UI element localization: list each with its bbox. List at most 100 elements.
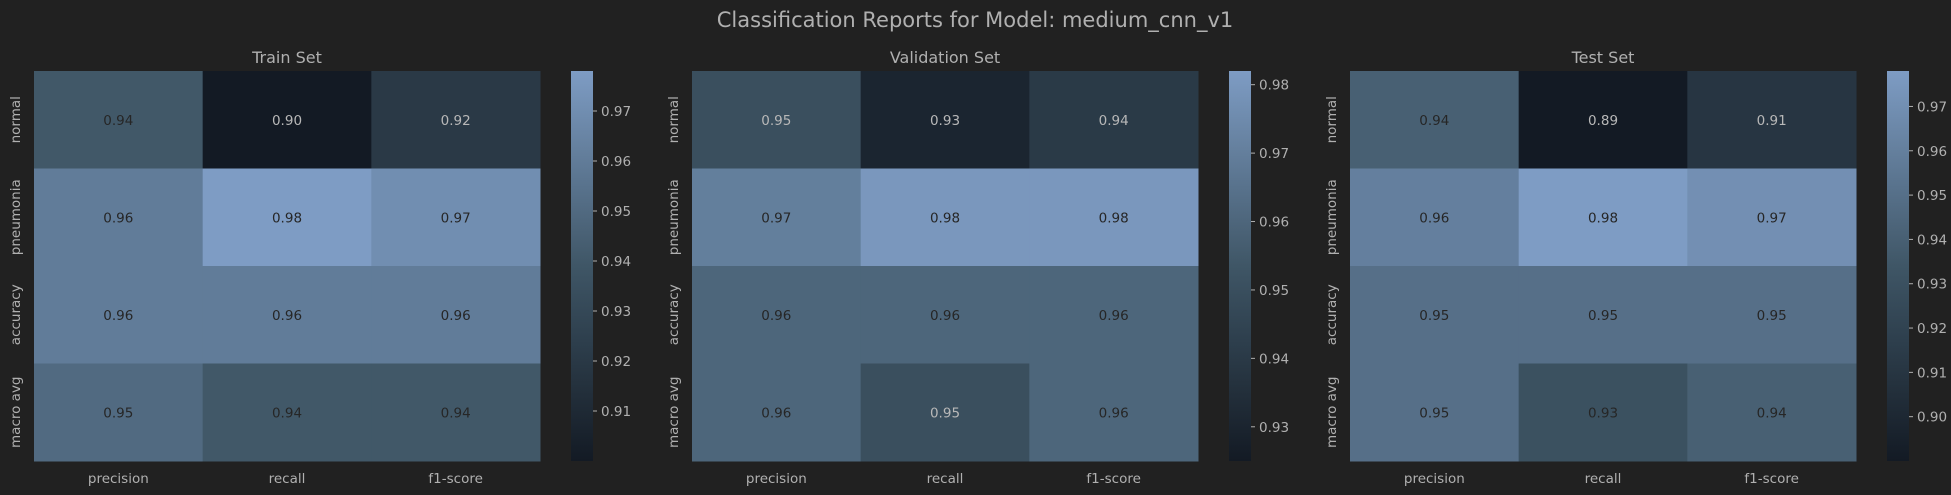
cell-value-label: 0.94 (1419, 113, 1449, 129)
row-label: pneumonia (1324, 179, 1340, 255)
panel-title: Train Set (251, 48, 322, 67)
heatmap-cell (860, 168, 1030, 267)
colorbar-tick-label: 0.92 (1917, 321, 1947, 337)
panel-title: Validation Set (890, 48, 1000, 67)
colorbar-tick-label: 0.94 (1259, 351, 1289, 367)
row-label: accuracy (8, 284, 24, 345)
heatmap-cell (1518, 266, 1688, 364)
cell-value-label: 0.93 (930, 113, 960, 129)
cell-value-label: 0.95 (930, 405, 960, 421)
cell-value-label: 0.98 (930, 210, 960, 226)
cell-value-label: 0.93 (1588, 405, 1618, 421)
colorbar-tick-label: 0.97 (601, 104, 631, 120)
colorbar-tick-label: 0.92 (601, 354, 631, 370)
colorbar-tick-label: 0.91 (1917, 365, 1947, 381)
cell-value-label: 0.97 (1757, 210, 1787, 226)
column-label: recall (269, 471, 306, 487)
heatmap-cell (1518, 71, 1688, 169)
column-label: precision (88, 471, 149, 487)
column-label: recall (1585, 471, 1622, 487)
row-label: normal (8, 96, 24, 143)
heatmap-cell (1029, 363, 1199, 462)
heatmap-cell (1687, 71, 1857, 169)
column-label: precision (1404, 471, 1465, 487)
colorbar-tick-label: 0.94 (1917, 232, 1947, 248)
cell-value-label: 0.94 (1757, 405, 1787, 421)
heatmap-cell (1029, 71, 1199, 169)
cell-value-label: 0.97 (441, 210, 471, 226)
heatmap-cell (692, 168, 862, 267)
cell-value-label: 0.95 (1419, 308, 1449, 324)
heatmap-cell (34, 363, 204, 462)
colorbar-tick-label: 0.93 (601, 304, 631, 320)
cell-value-label: 0.96 (1099, 405, 1129, 421)
cell-value-label: 0.96 (761, 308, 791, 324)
column-label: f1-score (1744, 471, 1799, 487)
heatmap-cell (202, 168, 372, 267)
cell-value-label: 0.97 (761, 210, 791, 226)
heatmap-cell (34, 71, 204, 169)
heatmap-cell (202, 363, 372, 462)
heatmap-cell (692, 363, 862, 462)
column-label: f1-score (428, 471, 483, 487)
colorbar-tick-label: 0.96 (1917, 144, 1947, 160)
colorbar-tick-label: 0.98 (1259, 78, 1289, 94)
cell-value-label: 0.90 (272, 113, 302, 129)
column-label: precision (746, 471, 807, 487)
cell-value-label: 0.91 (1757, 113, 1787, 129)
colorbar-tick-label: 0.91 (601, 404, 631, 420)
heatmap-cell (692, 266, 862, 364)
cell-value-label: 0.94 (103, 113, 133, 129)
cell-value-label: 0.98 (1099, 210, 1129, 226)
colorbar-tick-label: 0.93 (1259, 420, 1289, 436)
heatmap-cell (1029, 168, 1199, 267)
row-label: pneumonia (666, 179, 682, 255)
heatmap-cell (1350, 168, 1520, 267)
heatmap-cell (202, 266, 372, 364)
cell-value-label: 0.94 (441, 405, 471, 421)
cell-value-label: 0.96 (103, 308, 133, 324)
cell-value-label: 0.96 (272, 308, 302, 324)
colorbar-tick-label: 0.93 (1917, 277, 1947, 293)
cell-value-label: 0.98 (272, 210, 302, 226)
heatmap-cell (1687, 168, 1857, 267)
heatmap-cell (860, 363, 1030, 462)
colorbar (1229, 71, 1251, 461)
row-label: accuracy (666, 284, 682, 345)
heatmap-cell (202, 71, 372, 169)
heatmap-cell (34, 168, 204, 267)
colorbar-tick-label: 0.96 (1259, 215, 1289, 231)
heatmap-cell (371, 266, 541, 364)
cell-value-label: 0.89 (1588, 113, 1618, 129)
colorbar-tick-label: 0.96 (601, 154, 631, 170)
heatmap-cell (371, 168, 541, 267)
cell-value-label: 0.96 (930, 308, 960, 324)
row-label: macro avg (666, 377, 682, 448)
cell-value-label: 0.92 (441, 113, 471, 129)
cell-value-label: 0.95 (761, 113, 791, 129)
column-label: f1-score (1086, 471, 1141, 487)
row-label: normal (666, 96, 682, 143)
heatmap-cell (1350, 266, 1520, 364)
heatmap-cell (1029, 266, 1199, 364)
heatmap-cell (1687, 266, 1857, 364)
panel-title: Test Set (1571, 48, 1635, 67)
colorbar-tick-label: 0.97 (1259, 146, 1289, 162)
heatmap-panel-0: Train Set 0.94 0.90 0.92 0.96 0.98 0.97 0.96 0.9… (8, 48, 631, 487)
heatmap-cell (860, 71, 1030, 169)
column-label: recall (927, 471, 964, 487)
heatmap-cell (1350, 71, 1520, 169)
colorbar-tick-label: 0.94 (601, 254, 631, 270)
cell-value-label: 0.96 (1099, 308, 1129, 324)
heatmap-cell (860, 266, 1030, 364)
row-label: pneumonia (8, 179, 24, 255)
cell-value-label: 0.96 (441, 308, 471, 324)
figure-title: Classification Reports for Model: medium… (717, 8, 1233, 33)
colorbar-tick-label: 0.90 (1917, 410, 1947, 426)
cell-value-label: 0.95 (1757, 308, 1787, 324)
cell-value-label: 0.95 (1419, 405, 1449, 421)
heatmap-panels: Train Set 0.94 0.90 0.92 0.96 0.98 0.97 0.96 0.9… (8, 48, 1947, 487)
heatmap-cell (371, 71, 541, 169)
cell-value-label: 0.94 (1099, 113, 1129, 129)
